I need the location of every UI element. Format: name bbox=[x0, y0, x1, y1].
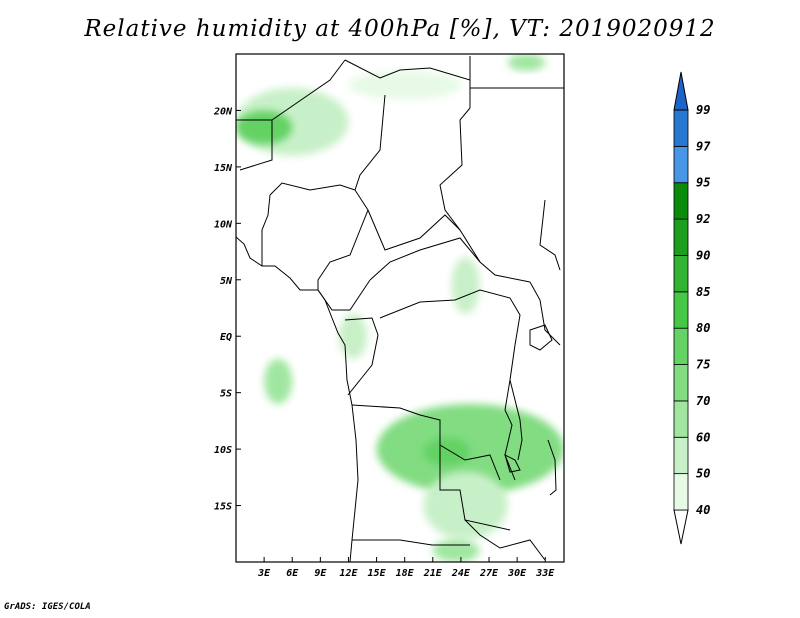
lon-tick-label: 24E bbox=[451, 568, 471, 579]
lat-tick-label: EQ bbox=[220, 332, 232, 343]
lat-tick-label: 15N bbox=[214, 163, 233, 174]
lake-tanganyika bbox=[509, 379, 523, 461]
border-congo bbox=[344, 317, 379, 396]
lat-tick-label: 15S bbox=[214, 502, 232, 513]
colorbar-label: 97 bbox=[696, 139, 711, 153]
lon-tick-label: 3E bbox=[257, 568, 271, 579]
border-angola-drc bbox=[351, 404, 501, 481]
border-chad-sudan bbox=[439, 107, 471, 231]
colorbar-label: 40 bbox=[696, 503, 710, 517]
border-algeria-mali bbox=[271, 59, 346, 121]
border-east bbox=[539, 199, 561, 271]
border-nigeria-cameroon bbox=[317, 189, 369, 290]
colorbar-swatch bbox=[673, 400, 689, 438]
humidity-fill-layer bbox=[236, 54, 564, 562]
colorbar-label: 70 bbox=[696, 394, 710, 408]
lat-tick-label: 5S bbox=[220, 389, 232, 400]
colorbar-label: 60 bbox=[696, 430, 710, 444]
lon-tick-label: 30E bbox=[507, 568, 527, 579]
humidity-area-gabon-patch bbox=[339, 313, 368, 359]
lon-tick-label: 18E bbox=[396, 568, 415, 579]
border-sudan-ssudan bbox=[459, 229, 481, 263]
colorbar-swatch bbox=[673, 327, 689, 365]
lake-mweru bbox=[504, 454, 521, 473]
humidity-area-northeast-patch bbox=[507, 54, 546, 71]
colorbar-label: 80 bbox=[696, 321, 710, 335]
colorbar-label: 90 bbox=[696, 248, 710, 262]
lat-tick-label: 10N bbox=[214, 219, 233, 230]
humidity-area-gulf-guinea-patch bbox=[264, 358, 293, 404]
colorbar-swatch bbox=[673, 291, 689, 329]
lon-tick-label: 21E bbox=[423, 568, 443, 579]
colorbar-below-triangle bbox=[673, 509, 689, 545]
lat-tick-label: 20N bbox=[213, 106, 233, 117]
colorbar-swatch bbox=[673, 255, 689, 293]
lat-tick-label: 5N bbox=[220, 276, 233, 287]
colorbar-label: 99 bbox=[696, 103, 710, 117]
lat-tick-label: 10S bbox=[214, 445, 232, 456]
colorbar-label: 95 bbox=[696, 176, 710, 190]
colorbar-label: 75 bbox=[696, 358, 710, 372]
map-frame bbox=[235, 53, 565, 563]
colorbar-label: 50 bbox=[696, 467, 710, 481]
border-zambia-zimbabwe bbox=[464, 519, 546, 561]
border-chad-car bbox=[367, 209, 461, 251]
border-namibia bbox=[352, 539, 470, 546]
border-car-south bbox=[369, 237, 531, 283]
west-africa-coastline bbox=[236, 236, 359, 562]
border-drc-north bbox=[379, 289, 521, 346]
colorbar-swatch bbox=[673, 364, 689, 402]
colorbar-swatch bbox=[673, 109, 689, 147]
humidity-area-southern-congo-core bbox=[423, 437, 471, 467]
colorbar-swatch bbox=[673, 145, 689, 184]
humidity-area-sahel-band-east bbox=[348, 70, 461, 100]
lon-tick-label: 33E bbox=[535, 568, 555, 579]
lon-tick-label: 15E bbox=[368, 568, 387, 579]
colorbar-above-triangle bbox=[673, 71, 689, 111]
colorbar-swatch bbox=[673, 182, 689, 220]
colorbar: 40 50 60 70 75 80 85 90 92 95 97 99 bbox=[673, 71, 711, 545]
colorbar-label: 92 bbox=[696, 212, 710, 226]
border-uganda bbox=[529, 281, 561, 346]
humidity-area-sahel-band-core bbox=[236, 110, 293, 145]
border-angola-zambia bbox=[439, 445, 511, 531]
humidity-area-central-africa-patch bbox=[451, 257, 480, 314]
lon-tick-label: 6E bbox=[286, 568, 299, 579]
longitude-axis: 3E 6E 9E 12E 15E 18E 21E 24E 27E 30E 33E bbox=[257, 557, 555, 579]
latitude-axis: 20N 15N 10N 5N EQ 5S 10S 15S bbox=[213, 106, 241, 513]
colorbar-swatch bbox=[673, 218, 689, 256]
colorbar-swatch bbox=[673, 473, 689, 511]
border-nigeria bbox=[261, 194, 271, 266]
humidity-area-angola-zambia-patch bbox=[423, 471, 508, 540]
grads-credit: GrADS: IGES/COLA bbox=[4, 602, 91, 612]
border-niger-chad bbox=[269, 94, 386, 196]
colorbar-label: 85 bbox=[696, 285, 710, 299]
lake-malawi bbox=[547, 439, 557, 496]
humidity-area-south-patch bbox=[432, 539, 480, 562]
lon-tick-label: 12E bbox=[339, 568, 358, 579]
country-borders bbox=[236, 56, 564, 562]
lon-tick-label: 27E bbox=[479, 568, 499, 579]
chart-title: Relative humidity at 400hPa [%], VT: 201… bbox=[84, 16, 716, 42]
lake-victoria bbox=[529, 324, 553, 351]
lon-tick-label: 9E bbox=[314, 568, 327, 579]
border-cameroon-car bbox=[317, 279, 371, 311]
humidity-area-southern-congo-band bbox=[376, 403, 564, 495]
border-mauritania-mali bbox=[236, 119, 273, 171]
colorbar-swatch bbox=[673, 436, 689, 475]
